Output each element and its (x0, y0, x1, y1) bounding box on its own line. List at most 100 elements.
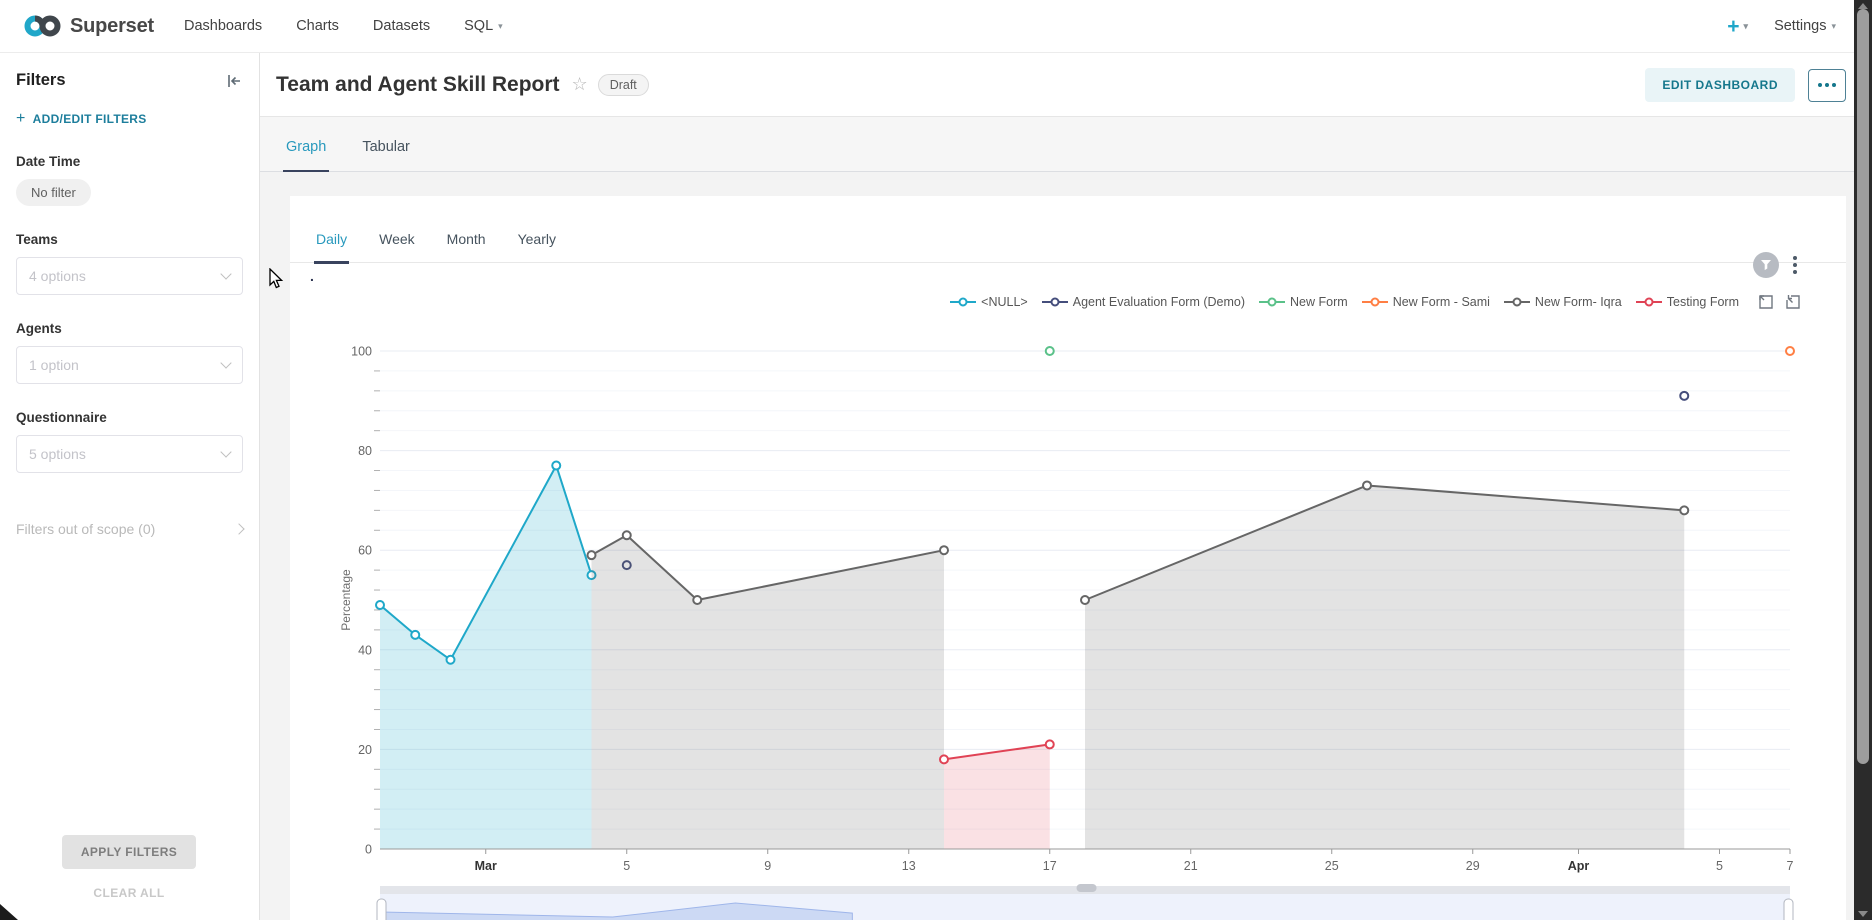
data-point[interactable] (445, 654, 456, 665)
data-point[interactable] (939, 545, 949, 556)
agents-select[interactable]: 1 option (16, 346, 243, 384)
x-tick-label: 7 (1787, 859, 1794, 873)
superset-logo[interactable]: Superset (24, 13, 154, 39)
nav-menu: Dashboards Charts Datasets SQL ▾ (184, 18, 503, 34)
data-point[interactable] (692, 595, 703, 605)
settings-menu[interactable]: Settings ▾ (1774, 18, 1836, 34)
x-axis: Mar 5 9 13 17 21 25 29 Apr 5 7 (380, 848, 1794, 873)
tab-week[interactable]: Week (379, 231, 415, 247)
add-edit-filters-button[interactable]: + ADD/EDIT FILTERS (16, 110, 243, 128)
x-tick-label: 29 (1466, 859, 1480, 873)
dashboard-view-tabs: Graph Tabular (260, 117, 1872, 173)
datazoom-reset-icon[interactable] (1784, 293, 1802, 311)
superset-infinity-icon (24, 15, 61, 37)
collapse-filters-button[interactable] (226, 73, 243, 89)
corner-artifact (0, 904, 18, 920)
legend-label: New Form (1290, 295, 1348, 309)
main-content: Team and Agent Skill Report ☆ Draft EDIT… (260, 53, 1872, 920)
data-point[interactable] (375, 599, 385, 610)
tab-graph[interactable]: Graph (283, 139, 330, 173)
filter-indicator-icon[interactable] (1753, 252, 1779, 278)
y-tick-label: 0 (365, 843, 372, 857)
nav-item-datasets[interactable]: Datasets (372, 18, 431, 34)
series-area (1085, 485, 1685, 849)
series-area (380, 465, 592, 849)
questionnaire-select[interactable]: 5 options (16, 435, 243, 473)
skill-report-line-chart[interactable]: 0 20 40 60 80 100 Percentage Mar 5 9 13 17 21 25 29 Apr… (290, 330, 1846, 920)
nav-item-charts[interactable]: Charts (296, 18, 339, 34)
data-point[interactable] (939, 754, 949, 765)
legend-item-4[interactable]: New Form- Iqra (1503, 295, 1622, 309)
data-point[interactable] (621, 530, 632, 541)
filters-out-of-scope-toggle[interactable]: Filters out of scope (0) (16, 521, 245, 537)
datazoom-left-handle[interactable] (376, 898, 387, 920)
legend-item-0[interactable]: <NULL> (950, 295, 1028, 309)
legend-item-5[interactable]: Testing Form (1635, 295, 1739, 309)
chart-toolbox (1757, 293, 1802, 311)
datazoom-preview-area (379, 902, 853, 920)
collapse-left-icon (228, 74, 240, 87)
dashboard-header: Team and Agent Skill Report ☆ Draft EDIT… (260, 53, 1872, 117)
legend-marker-icon (1635, 297, 1662, 307)
datazoom-band[interactable] (380, 894, 1790, 920)
data-point[interactable] (621, 560, 632, 571)
chart-corner-controls (1753, 252, 1802, 278)
datazoom-right-handle[interactable] (1783, 898, 1794, 920)
data-point[interactable] (1362, 480, 1372, 491)
x-tick-label: Apr (1568, 859, 1590, 873)
legend-item-3[interactable]: New Form - Sami (1361, 295, 1490, 309)
scroll-down-arrow-icon[interactable] (1858, 911, 1868, 917)
teams-select[interactable]: 4 options (16, 257, 243, 295)
tab-month[interactable]: Month (446, 231, 486, 247)
legend-marker-icon (1361, 297, 1388, 307)
tab-tabular[interactable]: Tabular (362, 139, 410, 155)
datazoom-select-icon[interactable] (1757, 293, 1775, 311)
clear-all-button[interactable]: CLEAR ALL (93, 886, 165, 900)
plus-icon: + (1727, 14, 1740, 38)
tab-daily[interactable]: Daily (314, 231, 350, 264)
page-title: Team and Agent Skill Report (276, 72, 560, 96)
edit-dashboard-button[interactable]: EDIT DASHBOARD (1645, 68, 1795, 102)
top-navbar: Superset Dashboards Charts Datasets SQL … (0, 0, 1872, 53)
filter-label-teams: Teams (16, 232, 58, 247)
x-tick-label: 17 (1043, 859, 1057, 873)
nav-item-sql[interactable]: SQL ▾ (464, 18, 503, 34)
new-item-button[interactable]: + ▾ (1727, 16, 1748, 37)
data-point[interactable] (410, 629, 421, 640)
data-point[interactable] (1044, 346, 1055, 356)
more-options-button[interactable] (1808, 68, 1846, 102)
x-tick-label: 9 (764, 859, 771, 873)
data-point[interactable] (1785, 346, 1795, 356)
agents-select-value: 1 option (29, 357, 79, 373)
chart-menu-button[interactable] (1788, 253, 1802, 277)
data-point[interactable] (1679, 390, 1690, 401)
page-scrollbar[interactable] (1854, 0, 1872, 920)
data-point[interactable] (1044, 739, 1055, 750)
scrollbar-thumb[interactable] (1857, 9, 1869, 764)
nav-item-dashboards[interactable]: Dashboards (184, 18, 263, 34)
ellipsis-icon (1818, 83, 1822, 87)
data-point[interactable] (586, 570, 597, 581)
data-point[interactable] (551, 460, 562, 471)
data-point[interactable] (1679, 505, 1690, 516)
datazoom-slider[interactable] (376, 884, 1794, 920)
legend-item-2[interactable]: New Form (1259, 295, 1348, 309)
data-point[interactable] (586, 550, 597, 561)
y-tick-label: 40 (358, 643, 372, 657)
chevron-down-icon (220, 357, 232, 369)
favorite-star-icon[interactable]: ☆ (571, 74, 588, 94)
dashboard-canvas: Daily Week Month Yearly . (260, 172, 1872, 920)
tab-yearly[interactable]: Yearly (517, 231, 556, 247)
datazoom-scroll-pill[interactable] (1076, 884, 1097, 892)
filters-title: Filters (16, 71, 66, 89)
chart-title: . (310, 268, 314, 284)
scroll-up-arrow-icon[interactable] (1858, 3, 1868, 9)
series-line (943, 743, 1050, 761)
apply-filters-button[interactable]: APPLY FILTERS (61, 835, 197, 869)
legend-item-1[interactable]: Agent Evaluation Form (Demo) (1041, 295, 1245, 309)
data-point[interactable] (1080, 595, 1090, 605)
questionnaire-select-value: 5 options (29, 446, 86, 462)
series-area (944, 744, 1050, 849)
date-time-no-filter-chip[interactable]: No filter (16, 179, 91, 206)
